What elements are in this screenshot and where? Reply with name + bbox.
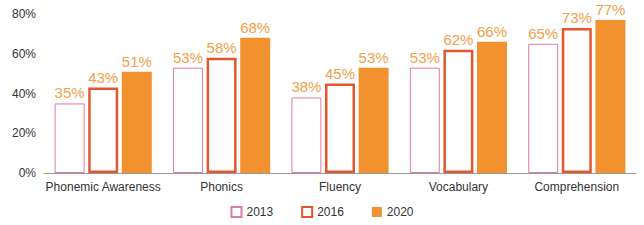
svg-text:80%: 80% (12, 7, 36, 21)
svg-text:66%: 66% (477, 23, 507, 40)
svg-text:2016: 2016 (317, 205, 344, 219)
svg-text:45%: 45% (325, 65, 355, 82)
svg-text:53%: 53% (173, 49, 203, 66)
svg-text:Phonemic Awareness: Phonemic Awareness (46, 180, 161, 194)
svg-text:62%: 62% (443, 31, 473, 48)
svg-text:38%: 38% (291, 78, 321, 95)
svg-text:Vocabulary: Vocabulary (429, 180, 488, 194)
svg-text:53%: 53% (359, 49, 389, 66)
svg-text:73%: 73% (562, 9, 592, 26)
svg-text:43%: 43% (88, 69, 118, 86)
svg-text:65%: 65% (528, 25, 558, 42)
svg-text:Fluency: Fluency (319, 180, 361, 194)
svg-text:51%: 51% (122, 53, 152, 70)
svg-text:53%: 53% (410, 49, 440, 66)
svg-text:0%: 0% (19, 166, 37, 180)
svg-text:60%: 60% (12, 47, 36, 61)
svg-text:20%: 20% (12, 126, 36, 140)
svg-text:Comprehension: Comprehension (534, 180, 619, 194)
svg-text:68%: 68% (240, 19, 270, 36)
svg-text:35%: 35% (55, 84, 85, 101)
svg-text:40%: 40% (12, 87, 36, 101)
svg-text:58%: 58% (207, 39, 237, 56)
svg-text:2020: 2020 (387, 205, 414, 219)
svg-text:77%: 77% (595, 1, 625, 18)
svg-text:Phonics: Phonics (200, 180, 243, 194)
svg-text:2013: 2013 (246, 205, 273, 219)
